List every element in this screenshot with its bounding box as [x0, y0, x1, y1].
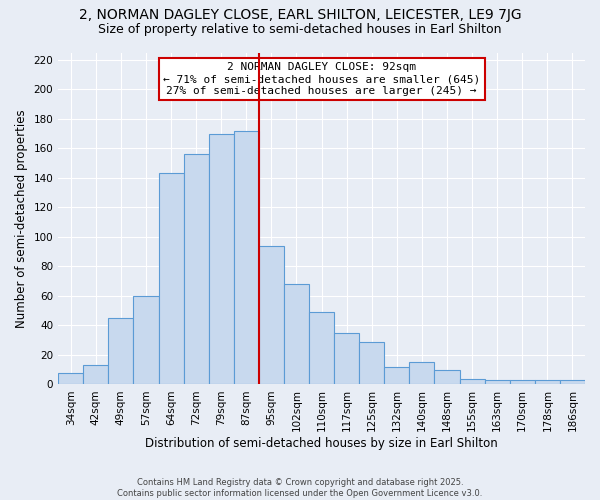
Bar	[259, 246, 284, 384]
Bar	[334, 333, 359, 384]
Bar	[133, 296, 158, 384]
Bar	[184, 154, 209, 384]
Bar	[109, 318, 133, 384]
Bar	[158, 174, 184, 384]
Bar	[460, 378, 485, 384]
Bar	[234, 130, 259, 384]
Text: 2 NORMAN DAGLEY CLOSE: 92sqm
← 71% of semi-detached houses are smaller (645)
27%: 2 NORMAN DAGLEY CLOSE: 92sqm ← 71% of se…	[163, 62, 480, 96]
Bar	[58, 372, 83, 384]
Y-axis label: Number of semi-detached properties: Number of semi-detached properties	[15, 109, 28, 328]
Text: 2, NORMAN DAGLEY CLOSE, EARL SHILTON, LEICESTER, LE9 7JG: 2, NORMAN DAGLEY CLOSE, EARL SHILTON, LE…	[79, 8, 521, 22]
Bar	[385, 367, 409, 384]
X-axis label: Distribution of semi-detached houses by size in Earl Shilton: Distribution of semi-detached houses by …	[145, 437, 498, 450]
Bar	[359, 342, 385, 384]
Text: Contains HM Land Registry data © Crown copyright and database right 2025.
Contai: Contains HM Land Registry data © Crown c…	[118, 478, 482, 498]
Bar	[83, 366, 109, 384]
Bar	[510, 380, 535, 384]
Text: Size of property relative to semi-detached houses in Earl Shilton: Size of property relative to semi-detach…	[98, 22, 502, 36]
Bar	[309, 312, 334, 384]
Bar	[535, 380, 560, 384]
Bar	[560, 380, 585, 384]
Bar	[434, 370, 460, 384]
Bar	[209, 134, 234, 384]
Bar	[409, 362, 434, 384]
Bar	[284, 284, 309, 384]
Bar	[485, 380, 510, 384]
